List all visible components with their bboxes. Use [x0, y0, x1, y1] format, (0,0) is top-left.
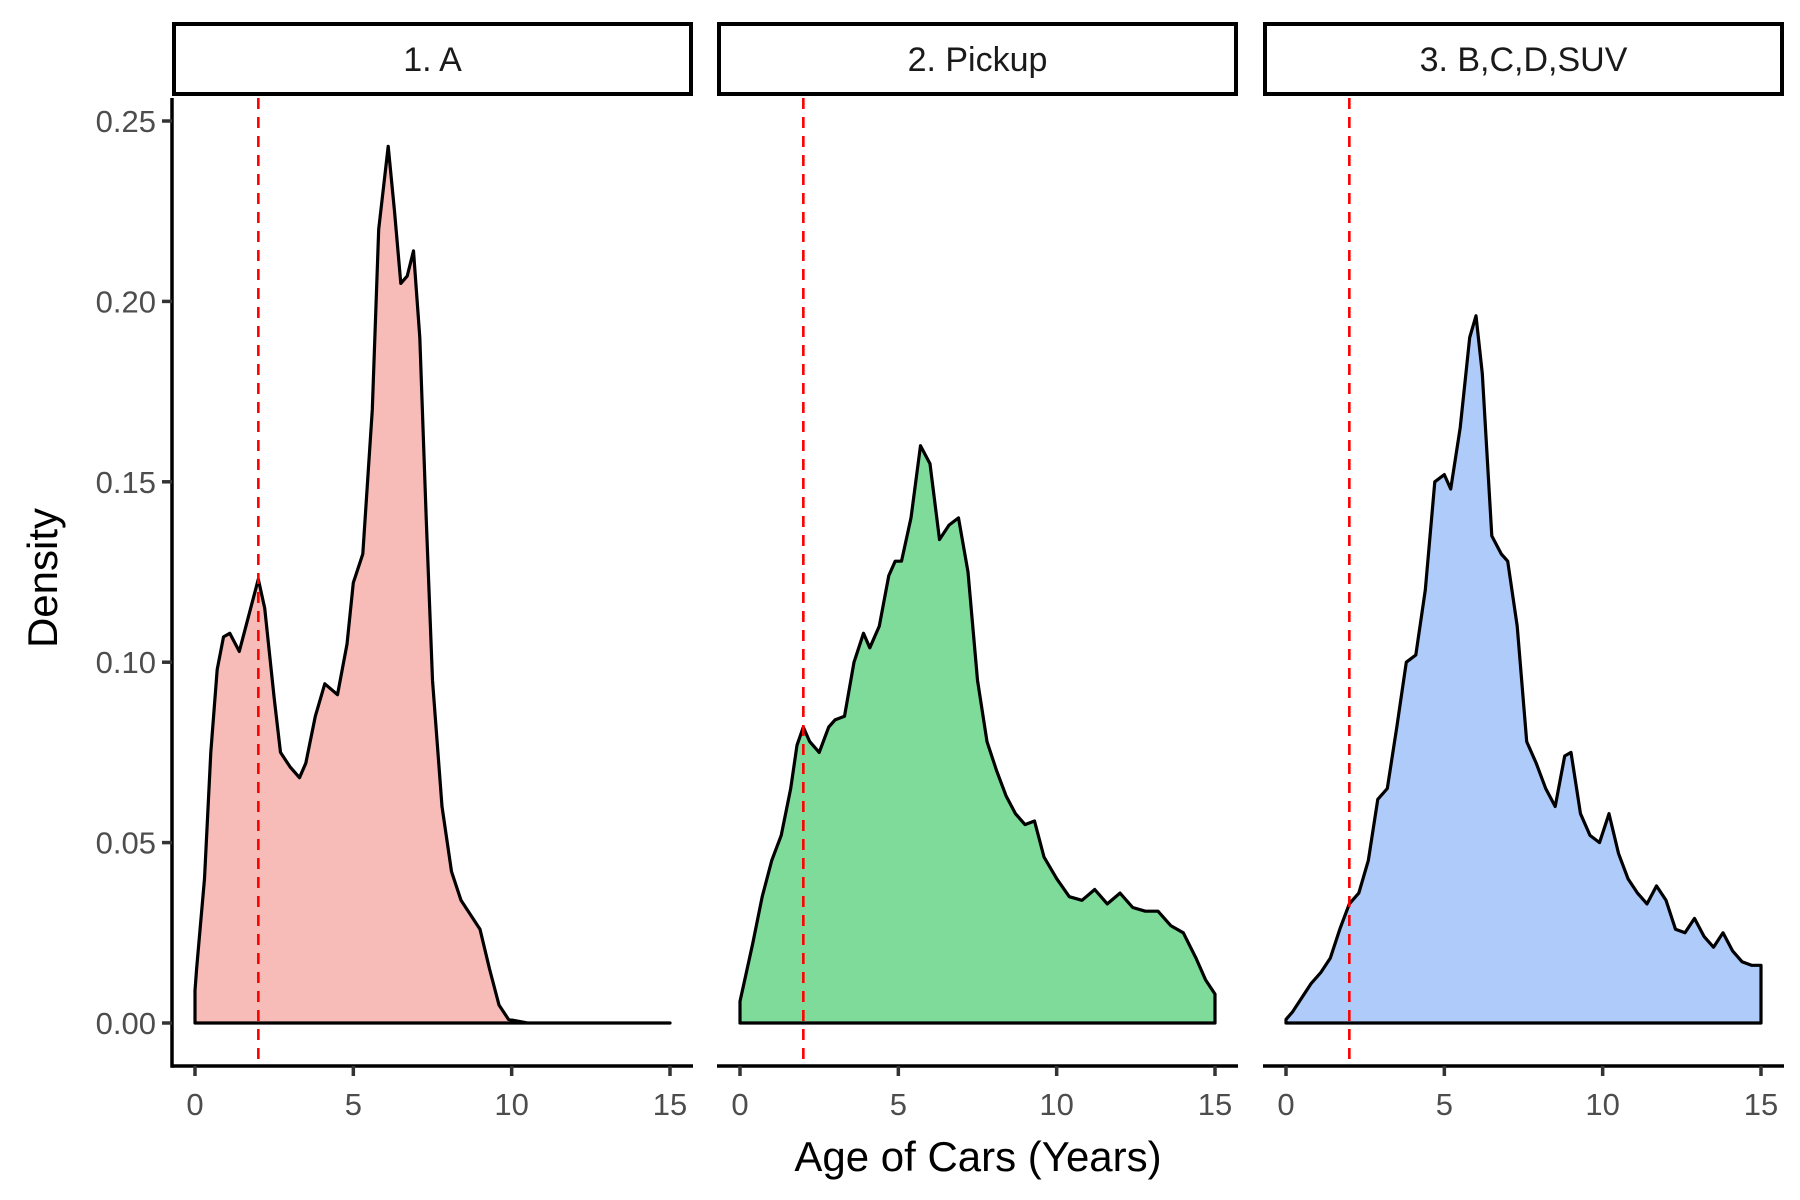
x-tick-label: 5 [890, 1087, 907, 1122]
x-tick-label: 15 [653, 1087, 687, 1122]
y-tick-label: 0.20 [96, 284, 156, 319]
x-tick-label: 5 [345, 1087, 362, 1122]
y-axis-title: Density [19, 508, 66, 648]
facet-strip [1263, 22, 1784, 96]
facet-strip [172, 22, 693, 96]
facet-panel: 2. Pickup 0 5 10 15 [717, 22, 1238, 1122]
x-tick-label: 10 [1039, 1087, 1073, 1122]
x-axis-title: Age of Cars (Years) [794, 1133, 1161, 1180]
density-area [738, 444, 1217, 1025]
x-tick-label: 10 [494, 1087, 528, 1122]
y-axis: 0.00 0.05 0.10 0.15 0.20 0.25 [96, 98, 174, 1068]
x-tick-label: 0 [186, 1087, 203, 1122]
facet-panel: 3. B,C,D,SUV 0 5 10 15 [1263, 22, 1784, 1122]
y-tick-label: 0.05 [96, 826, 156, 861]
density-area [1284, 314, 1763, 1025]
x-tick-label: 5 [1436, 1087, 1453, 1122]
y-tick-label: 0.10 [96, 645, 156, 680]
x-tick-label: 0 [1277, 1087, 1294, 1122]
facet-strip-label: 3. B,C,D,SUV [1420, 41, 1628, 79]
x-tick-label: 0 [731, 1087, 748, 1122]
y-tick-label: 0.25 [96, 104, 156, 139]
facet-strip [717, 22, 1238, 96]
y-tick-label: 0.00 [96, 1006, 156, 1041]
x-tick-label: 15 [1744, 1087, 1778, 1122]
x-tick-label: 15 [1198, 1087, 1232, 1122]
y-tick-label: 0.15 [96, 465, 156, 500]
facet-strip-label: 1. A [403, 41, 462, 79]
x-tick-label: 10 [1585, 1087, 1619, 1122]
density-area [193, 144, 672, 1025]
facet-strip-label: 2. Pickup [908, 41, 1048, 79]
facet-panel: 1. A 0 5 10 15 [172, 22, 693, 1122]
